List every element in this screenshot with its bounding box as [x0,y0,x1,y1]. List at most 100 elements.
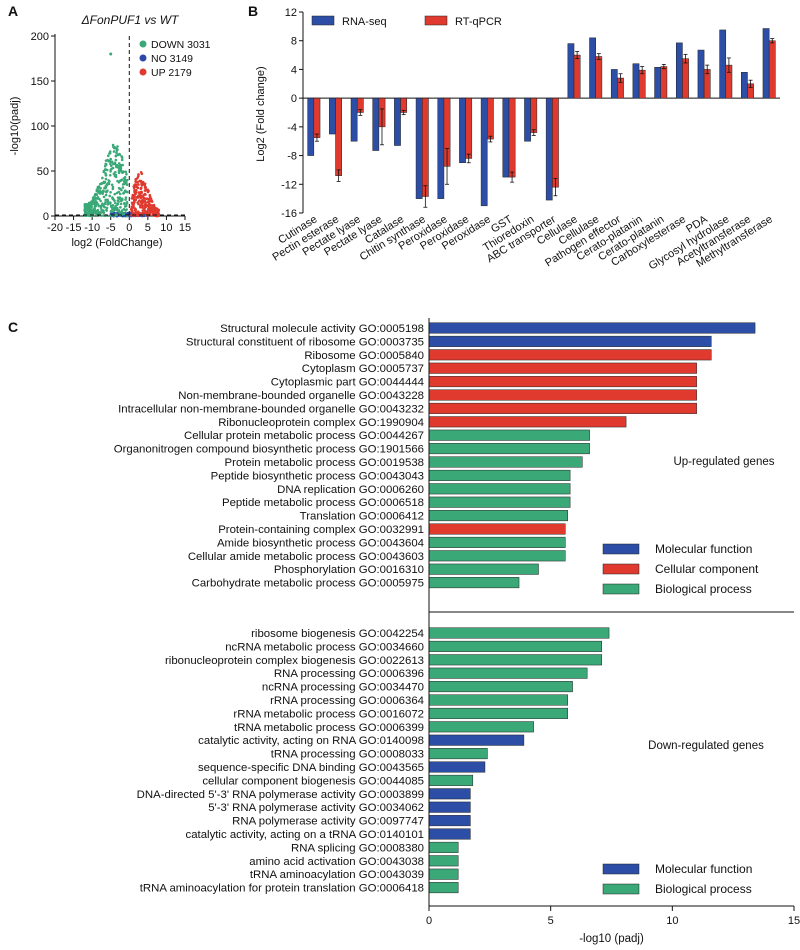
volcano-point-down [109,170,112,173]
volcano-point-down [111,143,115,147]
qpcr-bar-rnaseq [459,97,466,163]
volcano-point-down [104,198,107,202]
volcano-point-down [121,163,124,167]
volcano-point-down [116,196,120,199]
go-group-label: Up-regulated genes [673,456,774,468]
volcano-point-down [118,196,122,200]
qpcr-y-tick-label: -12 [281,179,297,191]
go-x-tick-label: 0 [426,915,432,927]
volcano-point-up [143,189,147,192]
qpcr-bar-rnaseq [350,97,358,142]
volcano-point-down [118,166,122,170]
volcano-point-down [95,209,99,213]
volcano-point-up [135,185,139,189]
volcano-point-down [99,182,103,186]
volcano-point-down [115,165,118,169]
volcano-point-up [148,209,152,213]
go-legend-swatch [602,863,640,875]
volcano-point-down [105,208,108,212]
volcano-point-up [134,192,137,196]
volcano-y-tick-label: 200 [31,31,49,43]
volcano-point-down [112,172,116,176]
go-x-tick-label: 10 [666,915,678,927]
go-bar-bp [428,855,459,867]
volcano-point-down [109,209,113,213]
volcano-point-down [122,191,125,195]
go-term-label: Organonitrogen compound biosynthetic pro… [114,444,424,456]
qpcr-bar-rtqpcr [595,56,603,99]
go-term-label: Structural molecule activity GO:0005198 [220,323,424,335]
go-bar-bp [428,496,571,508]
volcano-point-up [140,183,144,187]
go-bar-bp [428,681,573,693]
qpcr-bar-rnaseq [567,43,575,99]
volcano-point-down [114,201,117,205]
qpcr-bar-rtqpcr [313,97,321,138]
volcano-point-down [113,161,117,165]
volcano-legend-marker [139,68,147,76]
volcano-point-up [137,183,140,186]
volcano-point-up [136,201,139,204]
volcano-points [83,52,161,218]
qpcr-bar-rtqpcr [465,97,473,159]
volcano-point-down [105,183,109,187]
go-bar-bp [428,483,571,495]
qpcr-y-tick-label: -8 [287,151,297,163]
volcano-point-down [99,204,103,208]
volcano-point-down [97,185,101,188]
volcano-point-up [134,178,137,181]
volcano-y-tick-label: 100 [31,121,49,133]
go-term-label: tRNA metabolic process GO:0006399 [234,722,424,734]
volcano-point-down [105,163,108,166]
qpcr-y-tick-label: 4 [291,64,297,76]
qpcr-bar-rnaseq [610,69,618,99]
volcano-point-up [133,200,136,203]
go-bar-bp [428,563,539,575]
qpcr-bar-rtqpcr [660,66,668,99]
go-term-label: ncRNA metabolic process GO:0034660 [225,641,424,653]
volcano-point-up [143,203,147,207]
go-term-label: tRNA aminoacylation for protein translat… [140,883,424,895]
volcano-point-down [122,207,126,211]
volcano-point-up [137,173,140,176]
volcano-point-down [118,210,121,214]
volcano-point-down [102,211,106,215]
volcano-point-down [116,179,119,183]
go-bar-bp [428,627,610,639]
volcano-point-down [95,193,99,197]
volcano-point-up [143,196,146,200]
volcano-point-down [115,213,118,217]
volcano-point-down [125,172,128,176]
volcano-point-up [133,198,137,201]
go-term-label: Carbohydrate metabolic process GO:000597… [192,578,424,590]
volcano-point-down [121,198,124,202]
volcano-point-up [130,197,134,200]
go-term-label: Peptide biosynthetic process GO:0043043 [211,470,424,482]
volcano-point-down [117,162,121,165]
qpcr-y-label: Log2 (Fold change) [255,66,267,161]
go-term-label: RNA splicing GO:0008380 [291,842,424,854]
panel-label-b: B [248,3,258,19]
go-bar-bp [428,694,568,706]
go-term-label: Amide biosynthetic process GO:0043604 [217,537,424,549]
go-term-label: RNA polymerase activity GO:0097747 [232,816,424,828]
volcano-point-down [124,190,128,193]
go-term-label: ribosome biogenesis GO:0042254 [251,628,424,640]
go-term-label: DNA replication GO:0006260 [277,484,424,496]
volcano-x-tick-label: -5 [106,222,116,234]
volcano-point-down [114,154,118,158]
qpcr-y-tick-label: -4 [287,122,297,134]
volcano-point-up [136,176,139,179]
volcano-point-down [115,208,118,212]
go-bar-mf [428,815,471,827]
go-term-label: tRNA aminoacylation GO:0043039 [250,869,424,881]
volcano-point-down [86,206,89,210]
volcano-point-down [114,173,118,177]
volcano-point-down [119,206,122,209]
volcano-legend-marker [139,54,147,62]
go-term-label: Ribosome GO:0005840 [304,350,424,362]
volcano-point-down [97,191,100,194]
go-bar-bp [428,536,566,548]
volcano-point-up [132,202,136,205]
volcano-point-up [143,192,147,196]
